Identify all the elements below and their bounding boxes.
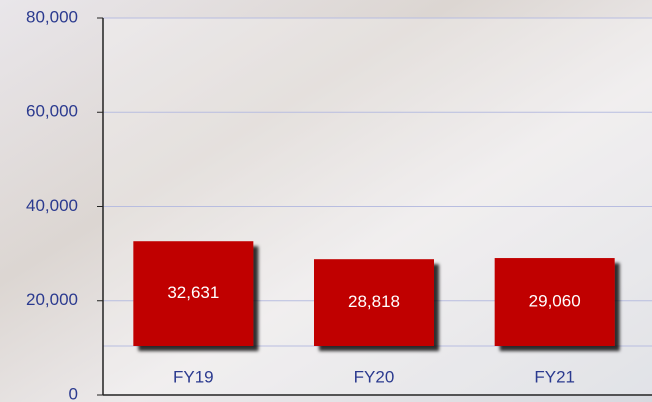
data-label: 32,631: [167, 283, 219, 302]
x-tick-label: FY19: [173, 367, 214, 386]
x-tick-label: FY21: [534, 367, 575, 386]
y-tick-label: 80,000: [26, 7, 78, 26]
y-tick-label: 20,000: [26, 290, 78, 309]
page: 0 20,000 40,000 60,000 80,000 FY19 32,631 FY20 2…: [0, 0, 652, 402]
y-tick-label: 40,000: [26, 196, 78, 215]
y-tick-label: 0: [69, 384, 78, 402]
chart: 0 20,000 40,000 60,000 80,000 FY19 32,631 FY20 2…: [0, 0, 652, 402]
x-tick-label: FY20: [354, 367, 395, 386]
data-label: 28,818: [348, 292, 400, 311]
y-tick-label: 60,000: [26, 102, 78, 121]
data-label: 29,060: [529, 292, 581, 311]
